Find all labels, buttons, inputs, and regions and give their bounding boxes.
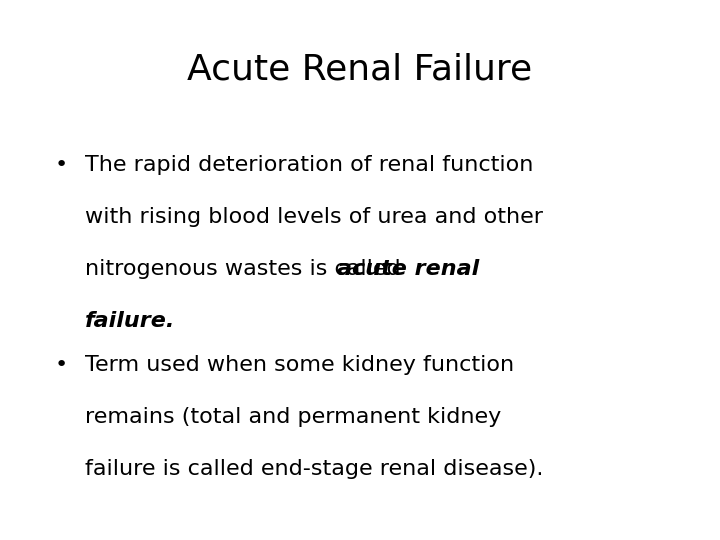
- Text: remains (total and permanent kidney: remains (total and permanent kidney: [85, 407, 501, 427]
- Text: failure is called end-stage renal disease).: failure is called end-stage renal diseas…: [85, 459, 544, 479]
- Text: with rising blood levels of urea and other: with rising blood levels of urea and oth…: [85, 207, 543, 227]
- Text: The rapid deterioration of renal function: The rapid deterioration of renal functio…: [85, 155, 534, 175]
- Text: acute renal: acute renal: [337, 259, 480, 279]
- Text: •: •: [55, 355, 68, 375]
- Text: failure.: failure.: [85, 311, 176, 331]
- Text: •: •: [55, 155, 68, 175]
- Text: Term used when some kidney function: Term used when some kidney function: [85, 355, 514, 375]
- Text: Acute Renal Failure: Acute Renal Failure: [187, 52, 533, 86]
- Text: nitrogenous wastes is called: nitrogenous wastes is called: [85, 259, 408, 279]
